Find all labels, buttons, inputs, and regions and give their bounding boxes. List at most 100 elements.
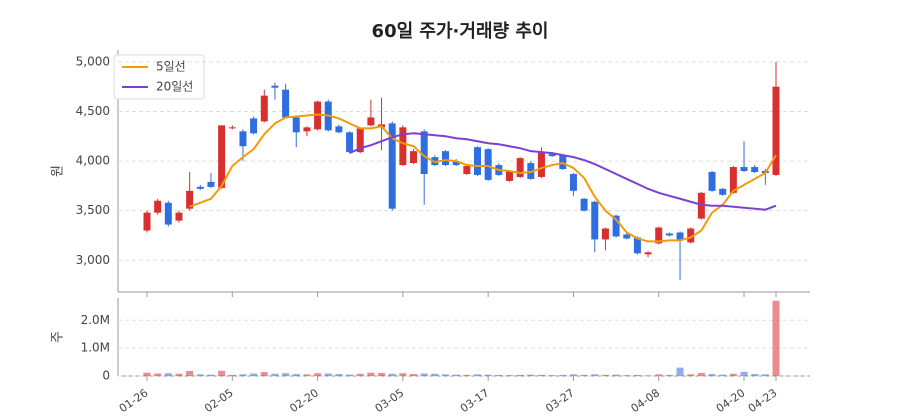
volume-bar: [761, 374, 769, 376]
candle-body: [271, 85, 279, 88]
x-tick-label: 02-05: [202, 386, 236, 415]
candle-body: [772, 86, 780, 175]
volume-bar: [143, 372, 151, 376]
volume-bar: [655, 374, 663, 376]
volume-bar: [516, 374, 524, 376]
x-tick-label: 03-17: [458, 386, 492, 415]
volume-bar: [687, 374, 695, 376]
candle-body: [548, 154, 556, 157]
candle-body: [143, 212, 151, 231]
volume-bar: [601, 374, 609, 376]
volume-bar: [740, 371, 748, 376]
volume-bar: [292, 374, 300, 376]
candle-body: [346, 132, 354, 153]
volume-bar: [303, 374, 311, 376]
candle-body: [751, 167, 759, 172]
candle-body: [612, 215, 620, 237]
volume-bar: [665, 374, 673, 376]
legend-label: 20일선: [156, 80, 193, 94]
volume-bar: [196, 374, 204, 376]
volume-bar: [218, 370, 226, 376]
candle-body: [729, 167, 737, 193]
candle-body: [452, 161, 460, 166]
volume-bar: [388, 373, 396, 376]
candle-body: [207, 181, 215, 187]
candle-body: [218, 125, 226, 188]
volume-bar: [729, 373, 737, 376]
volume-bar: [548, 375, 556, 376]
candle-body: [591, 201, 599, 240]
candle-body: [569, 173, 577, 191]
candle-body: [228, 127, 236, 129]
volume-bar: [633, 374, 641, 376]
candle-body: [356, 128, 364, 153]
candle-body: [410, 151, 418, 164]
y-tick-label: 1.0M: [81, 341, 110, 355]
candle-body: [633, 237, 641, 254]
candle-body: [335, 126, 343, 133]
volume-bar: [484, 374, 492, 376]
volume-bar: [569, 374, 577, 376]
x-tick-label: 02-20: [287, 386, 321, 415]
volume-bar: [442, 374, 450, 376]
candle-body: [367, 117, 375, 126]
candle-body: [505, 171, 513, 181]
volume-bar: [612, 374, 620, 376]
x-tick-label: 01-26: [117, 386, 151, 415]
candle-body: [740, 167, 748, 171]
x-tick-label: 04-08: [629, 386, 663, 415]
chart-title: 60일 주가·거래량 추이: [372, 21, 549, 42]
volume-bar: [505, 375, 513, 376]
volume-bar: [591, 374, 599, 376]
candle-body: [388, 123, 396, 209]
volume-bar: [378, 372, 386, 376]
y-tick-label: 5,000: [76, 54, 110, 68]
candle-body: [601, 228, 609, 240]
volume-bar: [580, 374, 588, 376]
volume-bar: [473, 374, 481, 376]
volume-bar: [410, 374, 418, 376]
x-tick-label: 04-20: [714, 386, 748, 415]
y-tick-label: 2.0M: [81, 313, 110, 327]
volume-bar: [271, 373, 279, 376]
volume-bar: [228, 374, 236, 376]
candle-body: [399, 127, 407, 166]
volume-bar: [399, 373, 407, 376]
candle-body: [154, 200, 162, 213]
candle-body: [282, 89, 290, 118]
candle-body: [665, 233, 673, 236]
ma-line: [189, 113, 777, 243]
candle-body: [239, 131, 247, 147]
volume-bar: [314, 373, 322, 376]
volume-bar: [772, 300, 780, 376]
volume-bar: [676, 367, 684, 376]
candle-body: [580, 198, 588, 211]
volume-bar: [452, 374, 460, 376]
volume-bar: [431, 373, 439, 376]
volume-bar: [719, 374, 727, 376]
candle-body: [484, 149, 492, 180]
x-tick-label: 04-23: [746, 386, 780, 415]
volume-bar: [697, 372, 705, 376]
volume-bar: [623, 375, 631, 376]
volume-bar: [527, 374, 535, 376]
volume-bar: [367, 372, 375, 376]
candle-body: [687, 228, 695, 243]
candle-body: [719, 188, 727, 195]
volume-bar: [346, 374, 354, 376]
volume-bar: [463, 374, 471, 376]
y-tick-label: 4,500: [76, 104, 110, 118]
y-tick-label: 4,000: [76, 154, 110, 168]
volume-bar: [335, 374, 343, 376]
volume-bar: [186, 370, 194, 376]
volume-bar: [164, 373, 172, 376]
y-tick-label: 3,000: [76, 253, 110, 267]
candle-body: [303, 127, 311, 132]
candle-body: [655, 227, 663, 244]
volume-bar: [154, 373, 162, 376]
candle-body: [175, 212, 183, 221]
candle-body: [537, 152, 545, 177]
volume-bar: [559, 374, 567, 376]
volume-bar: [644, 375, 652, 376]
